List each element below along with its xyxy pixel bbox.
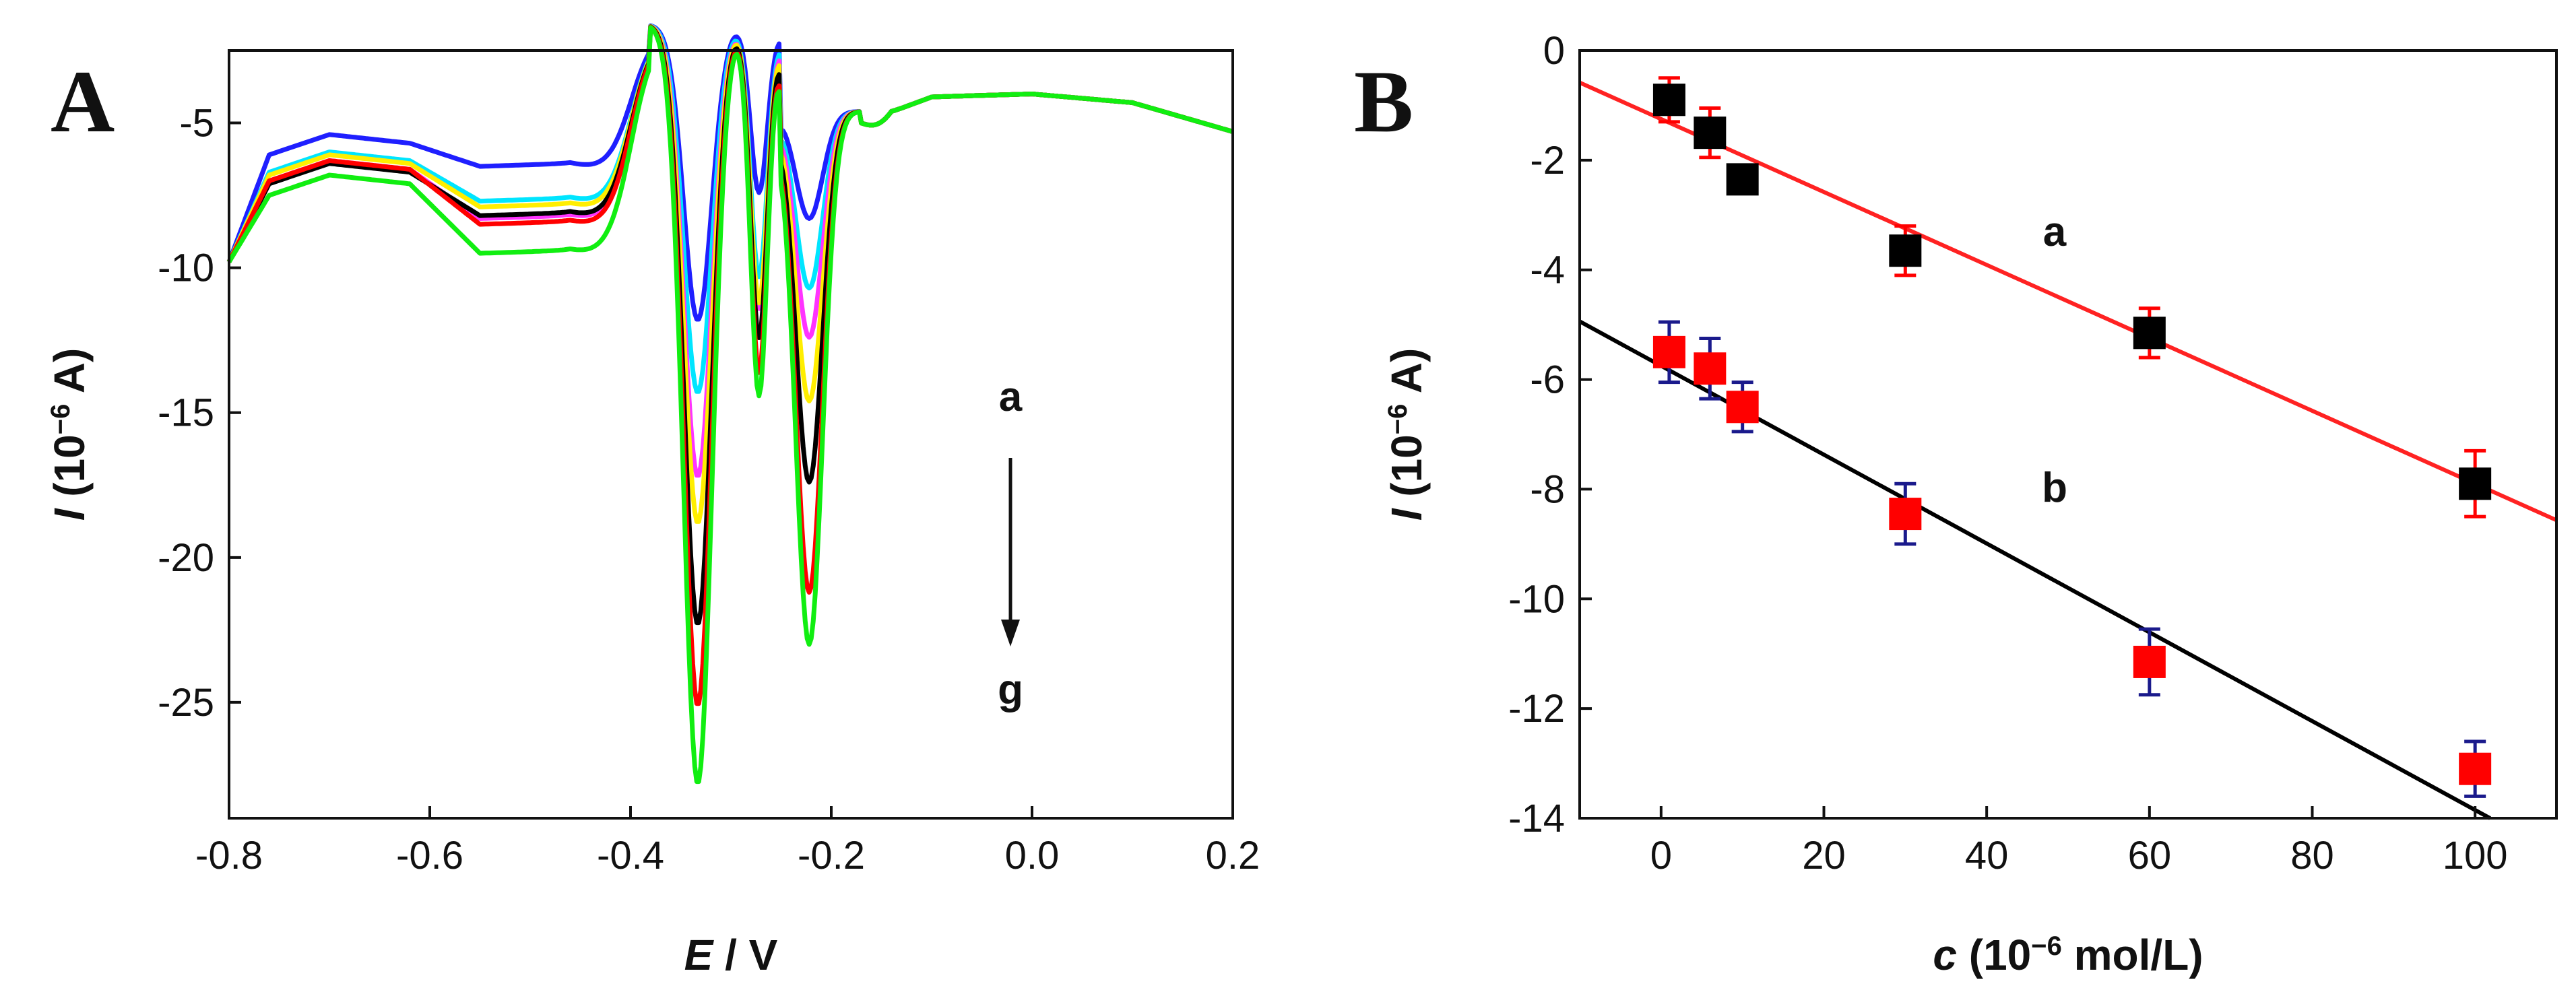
panel-a-x-tick-label: 0.0 — [1005, 834, 1060, 877]
panel-b-point-a — [1889, 234, 1922, 267]
panel-b-series-a-label: a — [2043, 209, 2067, 255]
panel-a-curves — [226, 23, 1234, 785]
panel-a-y-tick-label: -5 — [179, 102, 214, 145]
panel-a-annotation-end: g — [998, 667, 1023, 713]
panel-b-y-tick-label: -12 — [1508, 687, 1565, 731]
panel-b-point-a — [1652, 84, 1685, 117]
panel-a-x-tick-label: -0.2 — [798, 834, 865, 877]
panel-b-y-tick-label: 0 — [1543, 29, 1565, 73]
panel-b-series-b-label: b — [2042, 465, 2067, 511]
panel-b-y-tick-label: -10 — [1508, 577, 1565, 621]
panel-b-y-tick-label: -4 — [1530, 248, 1565, 292]
panel-b-fit-line-b — [1578, 319, 2491, 820]
panel-b-point-a — [2133, 317, 2166, 350]
panel-b-y-tick-label: -6 — [1530, 358, 1565, 402]
panel-b-frame — [1578, 49, 2558, 820]
panel-b-point-a — [2459, 467, 2492, 500]
panel-b-points — [1652, 76, 2492, 798]
panel-a-curve-f — [226, 24, 1234, 706]
panel-b-y-tick-label: -14 — [1508, 797, 1565, 840]
panel-b-letter: B — [1354, 52, 1413, 151]
panel-a-y-tick-label: -15 — [158, 391, 214, 435]
panel-b-x-tick-label: 20 — [1802, 834, 1846, 877]
panel-b-y-tick-label: -8 — [1530, 467, 1565, 511]
panel-b-point-b — [1652, 335, 1685, 368]
panel-b-y-axis-title: I (10−6 A) — [1382, 348, 1431, 521]
panel-b-point-b — [1726, 391, 1759, 424]
panel-a-x-tick-label: 0.2 — [1206, 834, 1260, 877]
panel-b-x-tick-label: 0 — [1650, 834, 1672, 877]
panel-a-y-ticks: -5 -10 -15 -20 -25 — [158, 102, 241, 725]
panel-a-frame — [228, 49, 1234, 820]
panel-b-point-b — [1694, 352, 1727, 385]
panel-a-y-tick-label: -25 — [158, 681, 214, 725]
panel-a: A -0.8 -0.6 -0.4 -0.2 0.0 0.2 -5-10-15-20-25 … — [45, 23, 1260, 979]
panel-b-x-tick-label: 80 — [2290, 834, 2334, 877]
panel-a-x-axis-title: E / V — [684, 931, 778, 979]
panel-b-fit-line-a — [1578, 80, 2558, 523]
panel-b-x-tick-label: 100 — [2443, 834, 2508, 877]
panel-a-y-tick-label: -20 — [158, 536, 214, 580]
panel-b-fit-lines — [1578, 80, 2558, 820]
panel-b-point-b — [1889, 498, 1922, 531]
panel-b-x-tick-label: 40 — [1965, 834, 2009, 877]
panel-a-x-tick-label: -0.8 — [195, 834, 263, 877]
panel-a-curve-e — [226, 24, 1234, 626]
panel-a-y-axis-title: I (10−6 A) — [45, 348, 94, 521]
panel-a-letter: A — [51, 52, 115, 151]
panel-b-point-a — [1694, 117, 1727, 150]
panel-b-x-ticks: 0 20 40 60 80 100 — [1650, 806, 2508, 877]
panel-a-y-tick-label: -10 — [158, 246, 214, 290]
panel-b-point-b — [2459, 752, 2492, 785]
panel-a-curve-g — [227, 25, 1234, 785]
panel-b-x-tick-label: 60 — [2128, 834, 2172, 877]
panel-b-y-tick-label: -2 — [1530, 139, 1565, 182]
panel-b-y-ticks: 0 -2 -4 -6 -8 -10 -12 -14 — [1508, 29, 1592, 840]
panel-b-point-a — [1726, 163, 1759, 196]
panel-a-x-ticks: -0.8 -0.6 -0.4 -0.2 0.0 0.2 — [195, 806, 1260, 877]
panel-a-annotation-start: a — [999, 374, 1023, 420]
panel-a-arrow-head — [1001, 620, 1020, 646]
panel-b-point-b — [2133, 645, 2166, 678]
panel-b-x-axis-title: c (10−6 mol/L) — [1933, 931, 2203, 979]
panel-b: B 0 20 40 60 80 100 0 -2 -4 -6 -8 -10 -12 -14 a b c … — [1354, 29, 2558, 979]
panel-a-x-tick-label: -0.6 — [396, 834, 463, 877]
panel-a-series-arrow: a g — [998, 374, 1023, 713]
panel-a-x-tick-label: -0.4 — [597, 834, 664, 877]
